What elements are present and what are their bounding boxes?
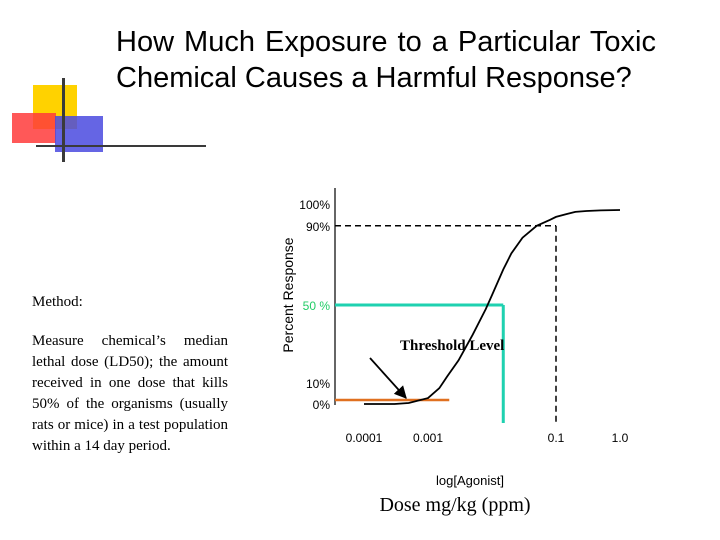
y-axis-label: Percent Response [280, 237, 296, 352]
x-tick-label: 1.0 [612, 431, 629, 445]
y-tick-label: 100% [299, 198, 330, 212]
threshold-level-annotation: Threshold Level [400, 338, 504, 354]
y-tick-label: 10% [306, 377, 330, 391]
decorative-line-vertical [62, 78, 65, 162]
method-label: Method: [32, 294, 83, 310]
slide-title: How Much Exposure to a Particular Toxic … [116, 26, 656, 94]
dose-response-curve [364, 209, 621, 405]
y-tick-label: 50 % [303, 299, 331, 313]
y-tick-label: 0% [313, 398, 331, 412]
x-axis-label: log[Agonist] [436, 473, 504, 488]
x-tick-label: 0.001 [413, 431, 443, 445]
x-tick-label: 0.0001 [346, 431, 383, 445]
method-description: Measure chemical’s median lethal dose (L… [32, 333, 228, 454]
dose-units-label: Dose mg/kg (ppm) [379, 494, 531, 516]
threshold-arrow [369, 357, 407, 399]
dose-response-chart: Percent Response 0% 10% 50 % 90% 100% 0.0001… [280, 188, 629, 488]
y-tick-label: 90% [306, 220, 330, 234]
x-tick-label: 0.1 [548, 431, 565, 445]
decorative-line-horizontal [36, 145, 206, 147]
decorative-square-red [12, 113, 56, 143]
